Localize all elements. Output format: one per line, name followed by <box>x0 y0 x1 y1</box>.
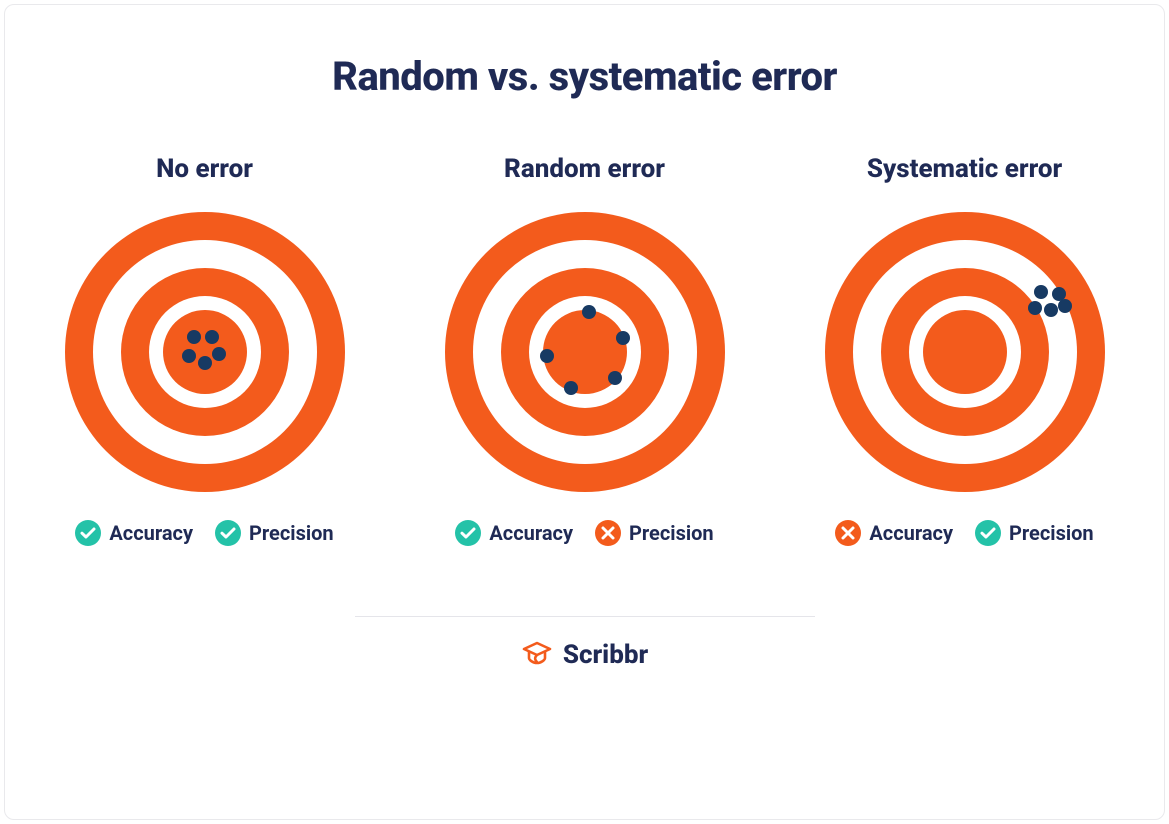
badge-label: Accuracy <box>109 521 193 545</box>
badge: Precision <box>595 520 714 546</box>
target-diagram <box>65 212 345 492</box>
brand-icon <box>521 637 553 673</box>
badge: Precision <box>215 520 334 546</box>
panel-title: No error <box>156 154 253 184</box>
target-diagram <box>445 212 725 492</box>
badge-label: Accuracy <box>489 521 573 545</box>
badge-label: Precision <box>249 521 334 545</box>
check-icon <box>215 520 241 546</box>
target-diagram <box>825 212 1105 492</box>
panel: Systematic error Accuracy Precision <box>805 154 1125 546</box>
badge-label: Accuracy <box>869 521 953 545</box>
infographic-card: Random vs. systematic error No error Acc… <box>4 4 1165 820</box>
badge: Precision <box>975 520 1094 546</box>
check-icon <box>75 520 101 546</box>
badge: Accuracy <box>835 520 953 546</box>
brand-name: Scribbr <box>563 640 648 670</box>
badge-row: Accuracy Precision <box>835 520 1093 546</box>
panel-title: Systematic error <box>867 154 1062 184</box>
panel: Random error Accuracy Precision <box>425 154 745 546</box>
check-icon <box>455 520 481 546</box>
cross-icon <box>595 520 621 546</box>
main-title: Random vs. systematic error <box>332 53 837 100</box>
badge: Accuracy <box>455 520 573 546</box>
panels-row: No error Accuracy PrecisionRandom error … <box>5 154 1164 546</box>
badge: Accuracy <box>75 520 193 546</box>
brand: Scribbr <box>521 637 648 673</box>
panel: No error Accuracy Precision <box>45 154 365 546</box>
badge-row: Accuracy Precision <box>75 520 333 546</box>
cross-icon <box>835 520 861 546</box>
badge-label: Precision <box>1009 521 1094 545</box>
check-icon <box>975 520 1001 546</box>
badge-label: Precision <box>629 521 714 545</box>
panel-title: Random error <box>504 154 665 184</box>
badge-row: Accuracy Precision <box>455 520 713 546</box>
footer-divider <box>355 616 815 617</box>
